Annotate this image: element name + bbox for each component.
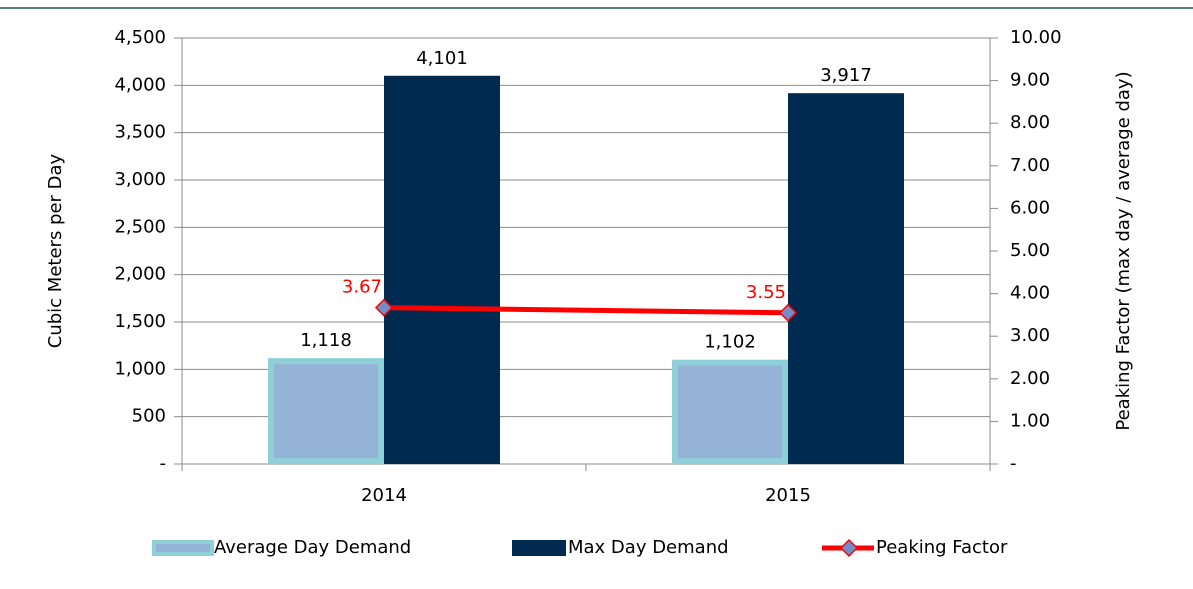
y2-tick-label: 10.00: [1010, 27, 1062, 48]
legend-swatch: [152, 540, 214, 556]
y-tick-label: -: [160, 453, 167, 474]
y2-tick-label: 6.00: [1010, 197, 1050, 218]
y2-axis-title: Peaking Factor (max day / average day): [1113, 71, 1134, 431]
line-marker: [374, 298, 394, 317]
y2-tick-label: 4.00: [1010, 283, 1050, 304]
y-axis-title: Cubic Meters per Day: [45, 153, 66, 348]
y2-tick-label: 7.00: [1010, 155, 1050, 176]
y-tick-label: 3,500: [114, 122, 166, 143]
line: [383, 305, 789, 316]
y-tick-label: 3,000: [114, 169, 166, 190]
y-tick-label: 4,500: [114, 27, 166, 48]
legend-label: Max Day Demand: [568, 537, 729, 558]
y2-tick-label: 5.00: [1010, 240, 1050, 261]
bar: [268, 358, 384, 464]
line-value-label: 3.55: [746, 282, 786, 303]
y-tick-label: 2,000: [114, 264, 166, 285]
line-marker: [778, 303, 798, 322]
y-tick-label: 1,000: [114, 358, 166, 379]
y2-axis-title-box: Peaking Factor (max day / average day): [1113, 71, 1134, 431]
y2-tick-label: -: [1010, 453, 1017, 474]
y-tick-label: 1,500: [114, 311, 166, 332]
y2-tick-label: 1.00: [1010, 410, 1050, 431]
legend-swatch: [512, 540, 566, 556]
bar: [672, 359, 788, 465]
y2-tick-label: 2.00: [1010, 368, 1050, 389]
bar-value-label: 3,917: [820, 65, 872, 86]
legend-marker: [839, 538, 859, 558]
x-tick-label: 2015: [765, 485, 811, 506]
x-tick-label: 2014: [361, 485, 407, 506]
y-tick-label: 2,500: [114, 216, 166, 237]
y-tick-label: 500: [132, 406, 166, 427]
bar-value-label: 4,101: [416, 48, 468, 69]
bar: [384, 75, 500, 464]
y-tick-label: 4,000: [114, 74, 166, 95]
bar-value-label: 1,102: [704, 332, 756, 353]
bar-value-label: 1,118: [300, 330, 352, 351]
y2-tick-label: 8.00: [1010, 112, 1050, 133]
bar: [788, 93, 904, 464]
y2-tick-label: 9.00: [1010, 70, 1050, 91]
legend-label: Peaking Factor: [876, 537, 1008, 558]
legend-label: Average Day Demand: [214, 537, 411, 558]
line-value-label: 3.67: [342, 277, 382, 298]
y2-tick-label: 3.00: [1010, 325, 1050, 346]
